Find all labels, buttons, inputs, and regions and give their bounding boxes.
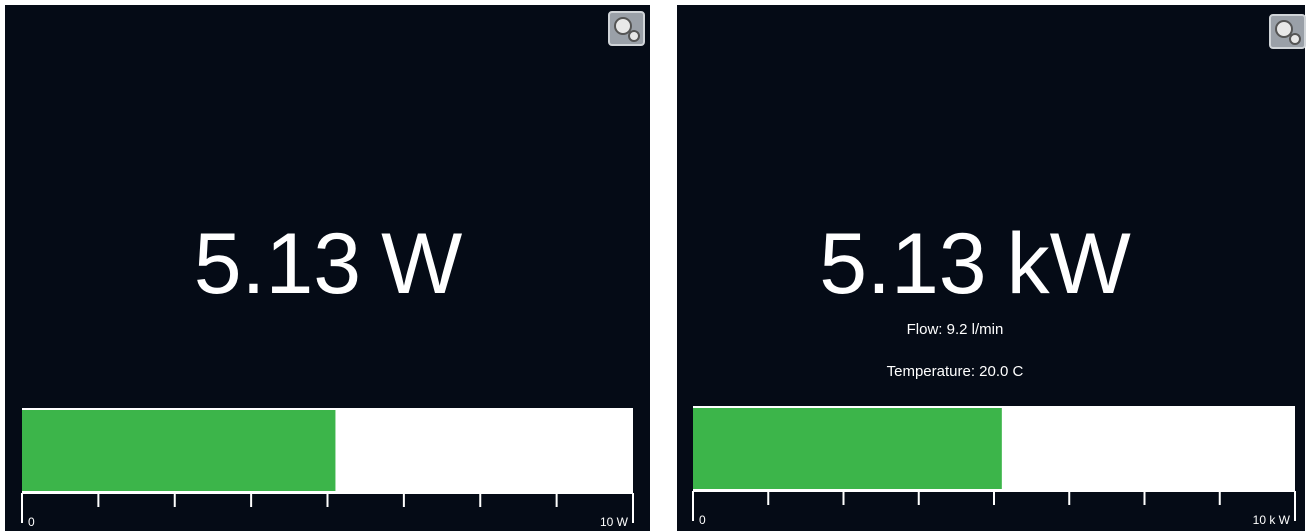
reading: 5.13 kW	[819, 216, 1131, 312]
gear-icon	[1275, 20, 1293, 38]
reading-unit: kW	[1007, 216, 1131, 312]
detail-text: Flow: 9.2 l/min	[907, 321, 1004, 338]
reading: 5.13 W	[194, 216, 463, 312]
settings-button[interactable]	[608, 11, 645, 46]
tick-label: 0	[28, 515, 35, 529]
gear-icon	[614, 17, 632, 35]
gauge-fill	[693, 408, 1002, 489]
tick-label: 0	[699, 513, 706, 527]
tick-label: 10 W	[600, 515, 629, 529]
gear-icon	[1289, 33, 1301, 45]
gear-icon	[628, 30, 640, 42]
detail-text: Temperature: 20.0 C	[887, 363, 1024, 380]
reading-unit: W	[381, 216, 462, 312]
reading-value: 5.13	[819, 216, 986, 312]
reading-value: 5.13	[194, 216, 361, 312]
gauge-fill	[22, 410, 336, 491]
tick-label: 10 k W	[1253, 513, 1291, 527]
settings-button[interactable]	[1269, 14, 1306, 49]
